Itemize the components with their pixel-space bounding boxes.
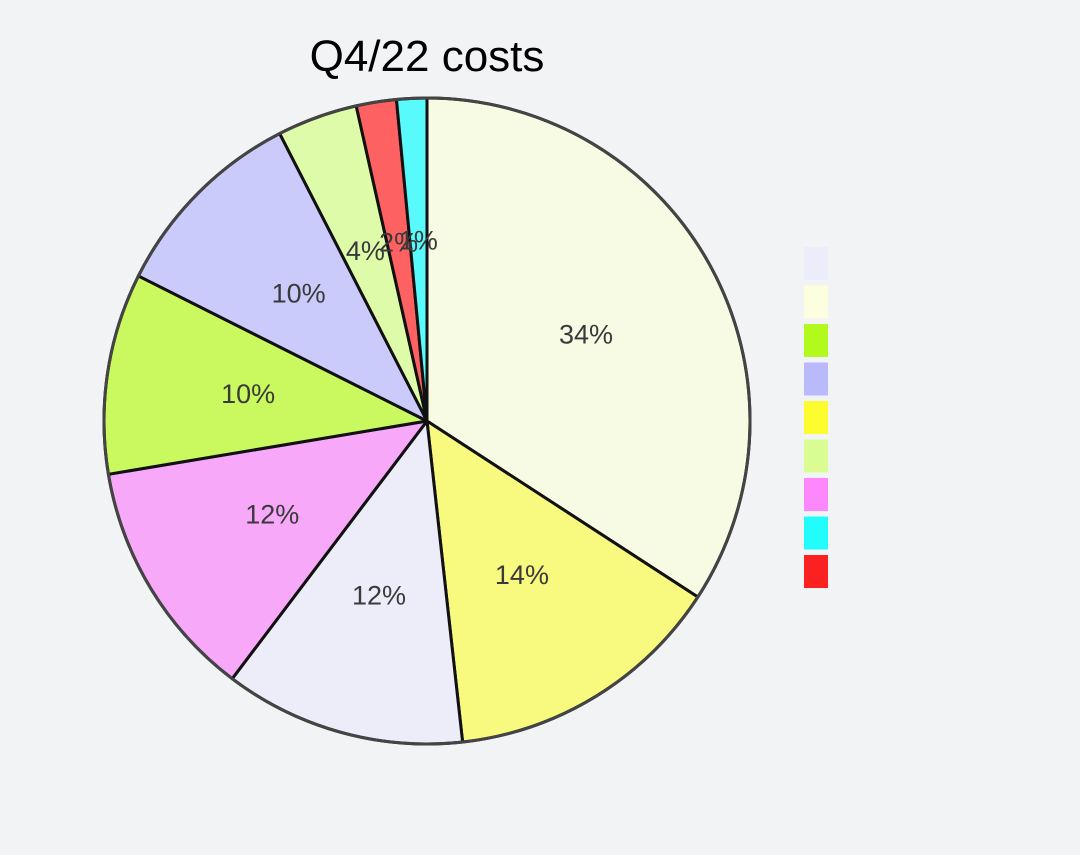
slice-label-1: 14% [495, 560, 549, 590]
legend-swatch-3 [804, 362, 828, 396]
pie-outline [102, 96, 752, 746]
slice-label-4: 10% [221, 379, 275, 409]
slice-label-5: 10% [272, 279, 326, 309]
slice-label-0: 34% [559, 320, 613, 350]
pie-slices [102, 96, 752, 746]
legend-swatch-8 [804, 555, 828, 588]
legend-swatch-6 [804, 478, 828, 511]
legend-swatch-1 [804, 285, 828, 319]
legend-swatch-0 [804, 247, 828, 280]
legend-swatch-5 [804, 439, 828, 473]
legend [804, 247, 828, 588]
slice-label-7: 2% [379, 227, 418, 257]
legend-swatch-7 [804, 516, 828, 550]
legend-swatch-2 [804, 324, 828, 357]
slice-labels: 34% 14% 12% 12% 10% 10% 4%2%1% [221, 225, 613, 610]
slice-label-2: 12% [352, 580, 406, 610]
slice-label-8: 1% [399, 225, 438, 255]
slice-label-6: 4% [346, 236, 385, 266]
chart-title: Q4/22 costs [310, 32, 545, 81]
legend-swatch-4 [804, 401, 828, 434]
slice-label-3: 12% [245, 500, 299, 530]
